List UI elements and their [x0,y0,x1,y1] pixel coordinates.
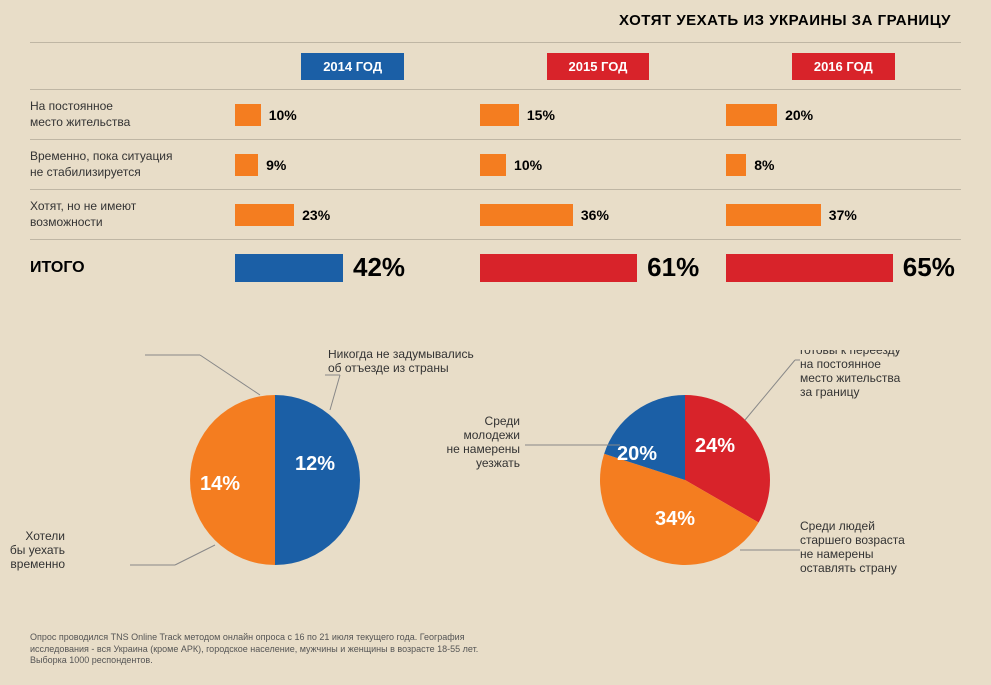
bar [235,204,294,226]
year-header-row: 2014 ГОД 2015 ГОД 2016 ГОД [30,42,961,90]
pie-annotation: не намерены [447,442,520,456]
bar-value: 20% [785,107,813,123]
bar-value: 8% [754,157,774,173]
pie-annotation: временно [10,557,65,571]
total-value: 42% [353,252,405,283]
total-bar [480,254,637,282]
year-badge-2014: 2014 ГОД [301,53,404,80]
slice-pct: 24% [695,435,735,457]
pie-annotation: Никогда не задумывались [328,350,474,361]
year-badge-2015: 2015 ГОД [547,53,650,80]
bar [480,204,573,226]
bar [480,154,506,176]
pie-annotation: Хотели [25,529,65,543]
pie-annotation: на постоянное [800,357,881,371]
bar [726,204,821,226]
total-label: ИТОГО [30,259,225,277]
slice-pct: 14% [200,473,240,495]
bar [726,154,747,176]
bar [235,104,261,126]
bar-value: 9% [266,157,286,173]
bar [480,104,519,126]
bar-value: 36% [581,207,609,223]
total-bar [726,254,893,282]
slice-pct: 20% [617,443,657,465]
bar-value: 15% [527,107,555,123]
leader-line [330,375,340,410]
year-badge-2016: 2016 ГОД [792,53,895,80]
bar [235,154,258,176]
main-title: ХОТЯТ УЕХАТЬ ИЗ УКРАИНЫ ЗА ГРАНИЦУ [619,12,951,29]
bar-value: 10% [514,157,542,173]
data-row: На постоянноеместо жительства 10% 15% 20% [30,90,961,140]
bar-value: 10% [269,107,297,123]
bar [726,104,777,126]
total-bar [235,254,343,282]
pie-annotation: за границу [800,385,859,399]
bar-value: 23% [302,207,330,223]
total-value: 65% [903,252,955,283]
pie-annotation: готовы к переезду [800,350,901,357]
pie-annotation: оставлять страну [800,561,897,575]
data-row: Временно, пока ситуацияне стабилизируетс… [30,140,961,190]
pie-annotation: место жительства [800,371,901,385]
pie-annotation: Среди людей [800,519,875,533]
total-value: 61% [647,252,699,283]
leader-line [745,360,795,420]
data-row: Хотят, но не имеютвозможности 23% 36% 37% [30,190,961,240]
pie-annotation: уезжать [476,456,520,470]
bar-value: 37% [829,207,857,223]
row-label: Временно, пока ситуацияне стабилизируетс… [30,149,225,180]
pie-slice [275,395,360,565]
pie-annotation: об отъезде из страны [328,361,449,375]
bar-table: 2014 ГОД 2015 ГОД 2016 ГОД На постоянное… [30,42,961,295]
pie-annotation: старшего возраста [800,533,905,547]
row-label: На постоянноеместо жительства [30,99,225,130]
pie-annotation: молодежи [464,428,520,442]
total-row: ИТОГО 42% 61% 65% [30,240,961,295]
pie-annotation: бы уехать [10,543,65,557]
slice-pct: 12% [295,453,335,475]
pie-annotation: не намерены [800,547,873,561]
row-label: Хотят, но не имеютвозможности [30,199,225,230]
pie-annotation: Среди [485,414,520,428]
slice-pct: 34% [655,508,695,530]
leader-line [200,355,260,395]
leader-line [175,545,215,565]
footnote: Опрос проводился TNS Online Track методо… [30,632,510,667]
